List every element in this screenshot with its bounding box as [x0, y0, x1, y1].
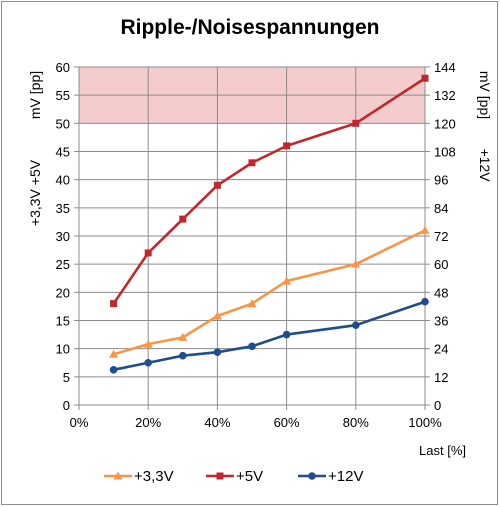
data-point [213, 181, 221, 189]
data-point [248, 159, 256, 167]
data-point [421, 297, 429, 306]
data-point [144, 249, 152, 257]
series-1 [109, 225, 430, 358]
legend-marker [308, 472, 316, 480]
y-right-tick-label: 120 [434, 116, 456, 131]
y-left-tick-label: 55 [56, 88, 70, 103]
y-right-tick-label: 96 [434, 173, 448, 188]
data-point [143, 339, 153, 348]
series-layer [109, 74, 430, 374]
x-tick-label: 40% [204, 415, 230, 430]
y-right-tick-label: 84 [434, 201, 448, 216]
x-tick-label: 80% [343, 415, 369, 430]
y-right-tick-label: 108 [434, 145, 456, 160]
series-line [113, 229, 426, 356]
y-right-tick-label: 0 [434, 398, 441, 413]
data-point [179, 351, 187, 360]
data-point [282, 330, 291, 339]
y-right-tick-label: 36 [434, 314, 448, 329]
data-point [351, 259, 361, 268]
data-point [352, 119, 360, 127]
y-right-rail-label: +12V [477, 148, 493, 182]
data-point [248, 342, 256, 351]
y-left-tick-label: 0 [63, 398, 70, 413]
data-point [144, 358, 152, 367]
y-left-unit-label: mV [pp] [27, 71, 43, 119]
data-point [283, 142, 291, 150]
y-right-tick-label: 12 [434, 370, 448, 385]
series-line [112, 77, 426, 305]
series-3 [109, 297, 429, 374]
data-point [110, 300, 118, 308]
y-right-tick-label: 132 [434, 88, 456, 103]
legend-marker [113, 471, 123, 480]
y-left-tick-label: 45 [56, 145, 70, 160]
x-ticks: 0% 20% 40% 60% 80% 100% [70, 405, 442, 430]
y-right-ticks: 0 12 24 36 48 60 72 84 96 108 120 132 144 [425, 60, 456, 413]
y-left-tick-label: 25 [56, 257, 70, 272]
x-tick-label: 20% [135, 415, 161, 430]
data-point [421, 74, 429, 82]
y-left-tick-label: 15 [56, 314, 70, 329]
legend: +3,3V +5V +12V [104, 468, 363, 485]
data-point [109, 365, 118, 374]
data-point [213, 348, 222, 356]
data-point [247, 299, 257, 308]
legend-item: +5V [206, 468, 263, 485]
legend-label: +5V [236, 468, 263, 485]
y-left-ticks: 0 5 10 15 20 25 30 35 40 45 50 55 60 [56, 60, 79, 413]
data-point [282, 276, 292, 285]
y-left-tick-label: 5 [63, 370, 70, 385]
y-left-tick-label: 30 [56, 229, 70, 244]
y-left-tick-label: 40 [56, 173, 70, 188]
data-point [212, 311, 222, 320]
x-tick-label: 100% [408, 415, 442, 430]
y-right-tick-label: 60 [434, 257, 448, 272]
legend-marker [216, 472, 224, 480]
y-right-tick-label: 24 [434, 342, 448, 357]
y-right-tick-label: 48 [434, 285, 448, 300]
data-point [179, 215, 187, 223]
x-tick-label: 0% [70, 415, 89, 430]
data-point [178, 332, 188, 341]
data-point [109, 349, 119, 358]
data-point [420, 225, 430, 234]
data-point [352, 321, 360, 329]
legend-label: +12V [328, 468, 363, 485]
y-left-tick-label: 60 [56, 60, 70, 75]
legend-label: +3,3V [134, 468, 174, 485]
y-right-tick-label: 72 [434, 229, 448, 244]
y-left-rail-label: +3,3V +5V [27, 159, 43, 226]
x-axis-title: Last [%] [419, 443, 466, 458]
y-left-tick-label: 35 [56, 201, 70, 216]
series-2 [110, 74, 429, 308]
chart-title: Ripple-/Noisespannungen [120, 16, 379, 39]
legend-item: +3,3V [104, 468, 174, 485]
y-right-tick-label: 144 [434, 60, 456, 75]
series-line [113, 300, 426, 372]
y-left-tick-label: 10 [56, 342, 70, 357]
y-left-tick-label: 20 [56, 285, 70, 300]
legend-item: +12V [298, 468, 363, 485]
x-tick-label: 60% [274, 415, 300, 430]
y-left-tick-label: 50 [56, 116, 70, 131]
y-right-unit-label: mV [pp] [477, 71, 493, 119]
